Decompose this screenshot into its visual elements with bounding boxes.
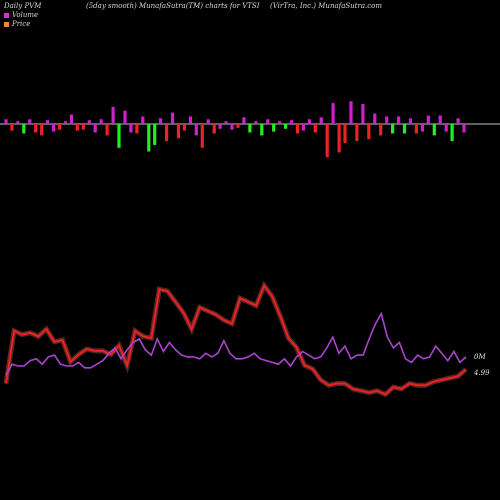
pvm-bar [123, 110, 127, 124]
pvm-bar [278, 121, 282, 124]
pvm-bar [75, 124, 79, 131]
pvm-bar [147, 124, 151, 152]
pvm-bar [385, 116, 389, 124]
pvm-bar [272, 124, 276, 132]
pvm-bar [63, 121, 68, 124]
pvm-bar [159, 118, 163, 124]
pvm-bar [22, 124, 26, 134]
pvm-bar [254, 121, 258, 124]
pvm-bar [325, 124, 329, 158]
pvm-bar [141, 116, 145, 124]
pvm-bar [307, 119, 311, 125]
pvm-bar [438, 115, 442, 124]
pvm-bar [117, 124, 121, 148]
pvm-bar [420, 124, 424, 132]
legend-volume: Volume [4, 11, 38, 19]
pvm-bar [206, 119, 210, 125]
header-center: (5day smooth) MunafaSutra(TM) charts for… [86, 2, 260, 10]
pvm-bar [153, 124, 157, 145]
pvm-bar [355, 124, 359, 142]
pvm-bars [4, 101, 466, 158]
pvm-bar [87, 120, 91, 124]
pvm-bar [16, 121, 20, 124]
pvm-bar [105, 124, 109, 136]
pvm-bar [349, 101, 353, 124]
volume-line [5, 311, 467, 376]
pvm-bar [337, 124, 341, 153]
legend-volume-label: Volume [12, 11, 39, 19]
pvm-bar [99, 119, 103, 125]
pvm-bar [182, 124, 186, 131]
pvm-bar [456, 118, 460, 124]
pvm-bar [40, 124, 44, 136]
pvm-bar [450, 124, 454, 142]
pvm-bar [408, 118, 413, 124]
pvm-bar [260, 124, 264, 136]
price-end-label: 4.99 [474, 369, 490, 377]
header-right: (VirTra, Inc.) MunafaSutra.com [270, 2, 383, 10]
pvm-bar [81, 124, 85, 130]
volume-swatch [4, 12, 9, 18]
pvm-bar [331, 103, 335, 124]
pvm-bar [165, 124, 169, 142]
pvm-bar [52, 124, 56, 132]
pvm-bar [230, 124, 234, 130]
pvm-bar [170, 112, 175, 124]
pvm-bar [444, 124, 448, 132]
pvm-bar [391, 124, 395, 134]
pvm-bar [289, 120, 294, 124]
pvm-bar [242, 117, 246, 124]
pvm-bar [373, 113, 377, 124]
pvm-bar [212, 124, 216, 134]
pvm-bar [200, 124, 204, 148]
pvm-bar [432, 124, 436, 136]
pvm-bar [379, 124, 383, 136]
pvm-bar [194, 124, 198, 136]
pvm-bar [34, 124, 38, 133]
pvm-bar [46, 120, 50, 124]
pvm-bar [248, 124, 252, 133]
pvm-bar [266, 119, 270, 125]
pvm-bar [462, 124, 466, 133]
pvm-bar [295, 124, 300, 134]
pvm-bar [93, 124, 97, 133]
pvm-bar [236, 124, 240, 128]
pvm-bar [111, 106, 115, 124]
pvm-bar [188, 116, 192, 124]
pvm-bar [224, 121, 228, 124]
pvm-bar [284, 124, 288, 129]
pvm-bar [361, 104, 365, 124]
pvm-bar [218, 124, 222, 129]
pvm-bar [69, 114, 73, 124]
pvm-bar [367, 124, 371, 140]
pvm-bar [28, 119, 32, 125]
price-line [5, 283, 467, 396]
price-swatch [4, 21, 9, 27]
pvm-bar [343, 124, 347, 143]
header-left: Daily PVM [4, 2, 42, 10]
pvm-bar [313, 124, 317, 133]
price-volume-lines [3, 280, 468, 398]
volume-end-label: 0M [474, 353, 486, 361]
pvm-bar [10, 124, 14, 131]
pvm-bar [426, 115, 430, 124]
pvm-bar [397, 116, 401, 124]
pvm-bar [176, 124, 181, 139]
pvm-bar [301, 124, 305, 131]
pvm-bar [402, 124, 407, 134]
pvm-bar [319, 117, 323, 124]
pvm-bar [57, 124, 62, 130]
pvm-bar [135, 124, 139, 134]
legend-price: Price [4, 20, 30, 28]
pvm-bar [4, 119, 8, 125]
legend-price-label: Price [12, 20, 31, 28]
pvm-bar [129, 124, 133, 133]
pvm-bar [414, 124, 418, 134]
